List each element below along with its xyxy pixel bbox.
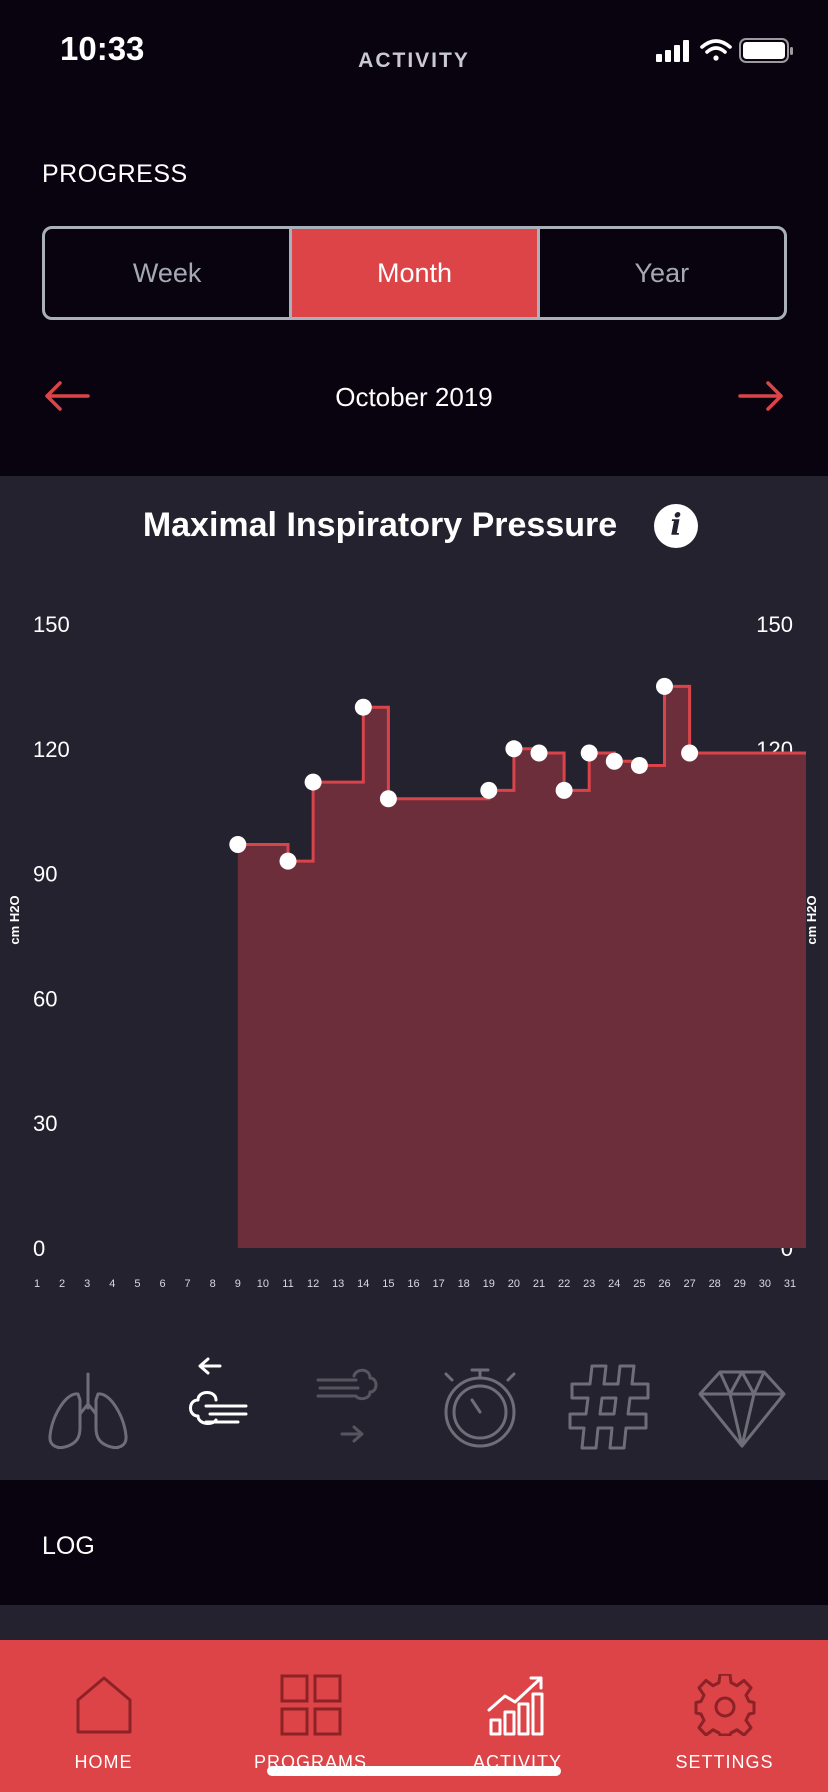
x-tick-30: 30 xyxy=(759,1278,771,1290)
status-bar: 10:33 xyxy=(0,0,828,110)
segment-year[interactable]: Year xyxy=(536,229,784,317)
month-label: October 2019 xyxy=(335,382,493,412)
inspiratory-icon[interactable] xyxy=(168,1356,268,1456)
x-tick-9: 9 xyxy=(235,1278,241,1290)
data-point-day-26[interactable] xyxy=(656,677,673,695)
tab-home-label: HOME xyxy=(74,1752,133,1772)
log-list-peek xyxy=(0,1605,828,1645)
x-tick-5: 5 xyxy=(134,1278,140,1290)
tab-settings-label: SETTINGS xyxy=(675,1752,774,1772)
x-tick-14: 14 xyxy=(357,1278,369,1290)
x-tick-29: 29 xyxy=(734,1278,746,1290)
x-tick-18: 18 xyxy=(458,1278,470,1290)
y-axis-label-right: cm H2O xyxy=(804,895,819,944)
x-tick-31: 31 xyxy=(784,1278,796,1290)
log-section: LOG xyxy=(0,1480,828,1605)
x-tick-3: 3 xyxy=(84,1278,90,1290)
segment-week[interactable]: Week xyxy=(132,257,202,288)
home-indicator xyxy=(267,1766,561,1776)
x-tick-1: 1 xyxy=(34,1278,40,1290)
data-point-day-12[interactable] xyxy=(304,773,322,791)
next-month-arrow-icon[interactable] xyxy=(736,378,786,414)
data-point-day-9[interactable] xyxy=(229,835,247,853)
gear-icon xyxy=(694,1674,755,1736)
grid-icon xyxy=(280,1674,341,1736)
data-point-day-20[interactable] xyxy=(505,740,523,758)
month-navigator: October 2019 xyxy=(0,370,828,426)
x-tick-27: 27 xyxy=(683,1278,695,1290)
y-tick-left-120: 120 xyxy=(33,737,70,762)
metric-selector xyxy=(0,1356,828,1456)
y-axis-label-left: cm H2O xyxy=(7,895,22,944)
y-tick-left-150: 150 xyxy=(33,612,70,637)
x-tick-16: 16 xyxy=(407,1278,419,1290)
x-tick-4: 4 xyxy=(109,1278,115,1290)
activity-chart-icon xyxy=(487,1676,543,1736)
x-tick-17: 17 xyxy=(432,1278,444,1290)
x-tick-23: 23 xyxy=(583,1278,595,1290)
cellular-signal-icon xyxy=(656,40,689,62)
data-point-day-14[interactable] xyxy=(354,698,372,716)
data-point-day-22[interactable] xyxy=(555,781,573,799)
y-axis-left: 0 30 60 90 120 150 xyxy=(33,612,70,1261)
data-point-day-24[interactable] xyxy=(605,752,623,770)
y-tick-left-60: 60 xyxy=(33,986,57,1011)
data-point-day-21[interactable] xyxy=(530,744,548,762)
header-title: ACTIVITY xyxy=(358,49,470,72)
diamond-icon[interactable] xyxy=(692,1356,792,1456)
x-tick-19: 19 xyxy=(483,1278,495,1290)
status-time: 10:33 xyxy=(60,30,145,67)
x-tick-7: 7 xyxy=(185,1278,191,1290)
lungs-icon[interactable] xyxy=(38,1356,138,1456)
hashtag-icon[interactable] xyxy=(562,1356,662,1456)
chart-card: Maximal Inspiratory Pressure i 0 30 60 90 12… xyxy=(0,476,828,1480)
chart-title: Maximal Inspiratory Pressure xyxy=(142,506,618,544)
x-tick-15: 15 xyxy=(382,1278,394,1290)
stopwatch-icon[interactable] xyxy=(430,1356,530,1456)
x-tick-13: 13 xyxy=(332,1278,344,1290)
x-tick-20: 20 xyxy=(508,1278,520,1290)
chart-points xyxy=(229,677,699,870)
x-tick-25: 25 xyxy=(633,1278,645,1290)
chart-area xyxy=(237,686,807,1248)
x-tick-6: 6 xyxy=(159,1278,165,1290)
segment-month[interactable]: Month xyxy=(289,229,537,317)
data-point-day-11[interactable] xyxy=(279,852,297,870)
data-point-day-15[interactable] xyxy=(379,790,397,808)
x-tick-28: 28 xyxy=(709,1278,721,1290)
status-icons xyxy=(656,38,793,63)
log-label: LOG xyxy=(42,1532,95,1560)
previous-month-arrow-icon[interactable] xyxy=(42,378,92,414)
home-icon xyxy=(76,1676,131,1734)
x-tick-11: 11 xyxy=(282,1278,293,1290)
x-tick-12: 12 xyxy=(307,1278,319,1290)
data-point-day-19[interactable] xyxy=(480,781,498,799)
tab-home[interactable]: HOME xyxy=(0,1640,207,1792)
x-tick-22: 22 xyxy=(558,1278,570,1290)
y-tick-left-0: 0 xyxy=(33,1236,45,1261)
y-tick-left-90: 90 xyxy=(33,862,57,887)
tab-settings[interactable]: SETTINGS xyxy=(621,1640,828,1792)
progress-label: PROGRESS xyxy=(42,160,188,188)
x-axis: 1 2 3 4 5 6 7 8 9 10 11 12 13 14 15 16 17 18 19 20 21 22 23 24 2… xyxy=(34,1278,796,1290)
x-tick-21: 21 xyxy=(533,1278,545,1290)
period-segmented-control: Week Month Year xyxy=(42,226,787,320)
x-tick-2: 2 xyxy=(59,1278,65,1290)
x-tick-10: 10 xyxy=(257,1278,269,1290)
info-icon[interactable]: i xyxy=(654,504,698,548)
data-point-day-27[interactable] xyxy=(681,744,699,762)
y-tick-right-150: 150 xyxy=(756,612,793,637)
data-point-day-25[interactable] xyxy=(630,756,648,774)
x-tick-26: 26 xyxy=(658,1278,670,1290)
y-tick-left-30: 30 xyxy=(33,1111,57,1136)
x-tick-8: 8 xyxy=(210,1278,216,1290)
data-point-day-23[interactable] xyxy=(580,744,598,762)
battery-icon xyxy=(739,38,793,63)
x-tick-24: 24 xyxy=(608,1278,620,1290)
expiratory-icon[interactable] xyxy=(298,1356,398,1456)
wifi-icon xyxy=(700,39,732,61)
